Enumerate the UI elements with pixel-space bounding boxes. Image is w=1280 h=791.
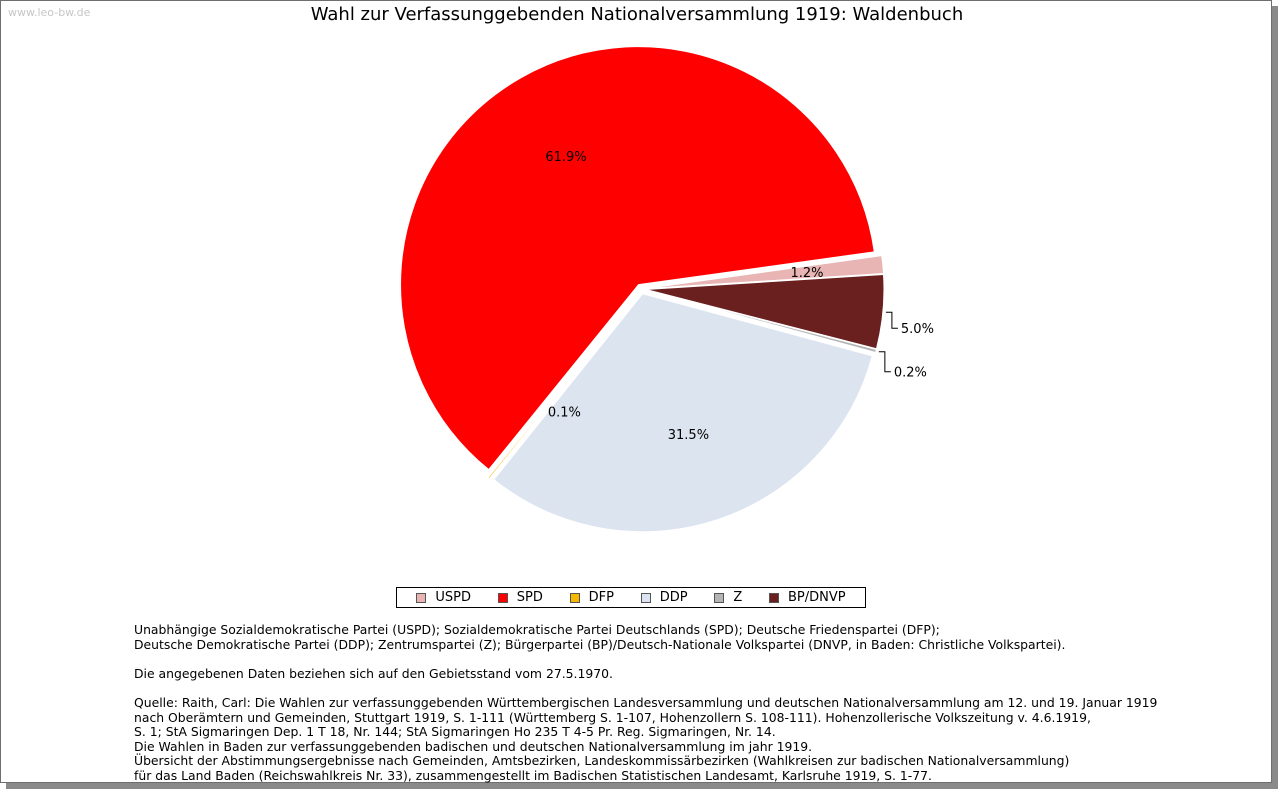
pie-slice-ddp (493, 293, 873, 533)
legend-item-spd: SPD (497, 590, 543, 605)
legend-swatch-uspd (416, 592, 427, 603)
chart-title: Wahl zur Verfassunggebenden Nationalvers… (310, 4, 964, 25)
notes-parties-line1: Unabhängige Sozialdemokratische Partei (… (134, 622, 940, 637)
pie-slice-z (645, 289, 877, 354)
notes-source-3: Die Wahlen in Baden zur verfassunggebend… (134, 738, 813, 754)
legend-swatch-z (714, 592, 725, 603)
pie-slice-spd (400, 46, 875, 471)
legend: USPD SPD DFP DDP Z BP/DNVP (396, 587, 866, 608)
legend-swatch-dfp (569, 592, 580, 603)
leader-line-bp-dnvp (885, 311, 898, 329)
slice-label-spd: 61.9% (545, 150, 586, 165)
pie-slice-dfp (487, 292, 639, 480)
slice-label-uspd: 1.2% (790, 266, 823, 281)
slice-label-ddp: 31.5% (668, 428, 709, 443)
legend-swatch-spd (497, 592, 508, 603)
legend-item-dfp: DFP (569, 590, 614, 605)
leader-line-z (878, 351, 891, 373)
legend-item-ddp: DDP (640, 590, 688, 605)
slice-label-dfp: 0.1% (548, 406, 581, 421)
legend-label-dfp: DFP (588, 590, 614, 605)
notes-source-2: S. 1; StA Sigmaringen Dep. 1 T 18, Nr. 1… (134, 724, 776, 740)
notes-parties-line2: Deutsche Demokratische Partei (DDP); Zen… (134, 636, 1066, 652)
slice-label-bp-dnvp: 5.0% (901, 322, 934, 337)
legend-label-z: Z (733, 590, 743, 605)
watermark: www.leo-bw.de (8, 6, 91, 19)
notes-source-5: für das Land Baden (Reichswahlkreis Nr. … (134, 767, 932, 783)
legend-item-z: Z (714, 590, 742, 605)
legend-label-uspd: USPD (435, 590, 471, 605)
slice-label-z: 0.2% (894, 366, 927, 381)
notes-source-0: Quelle: Raith, Carl: Die Wahlen zur verf… (134, 694, 1158, 710)
legend-label-bp-dnvp: BP/DNVP (787, 590, 846, 605)
notes-source-4: Übersicht der Abstimmungsergebnisse nach… (134, 753, 1070, 769)
pie-slice-bp-dnvp (645, 273, 885, 350)
notes: Unabhängige Sozialdemokratische Partei (… (134, 622, 1254, 784)
legend-item-bp-dnvp: BP/DNVP (768, 590, 846, 605)
legend-swatch-ddp (640, 592, 651, 603)
notes-territory: Die angegebenen Daten beziehen sich auf … (134, 665, 613, 681)
pie-slice-uspd (645, 255, 885, 289)
pie-chart: 1.2% 61.9% 0.1% 31.5% 0.2% 5.0% (400, 46, 934, 533)
notes-source-1: nach Oberämtern und Gemeinden, Stuttgart… (134, 709, 1091, 725)
legend-swatch-bp-dnvp (768, 592, 779, 603)
legend-label-spd: SPD (516, 590, 543, 605)
legend-label-ddp: DDP (659, 590, 688, 605)
legend-item-uspd: USPD (416, 590, 471, 605)
